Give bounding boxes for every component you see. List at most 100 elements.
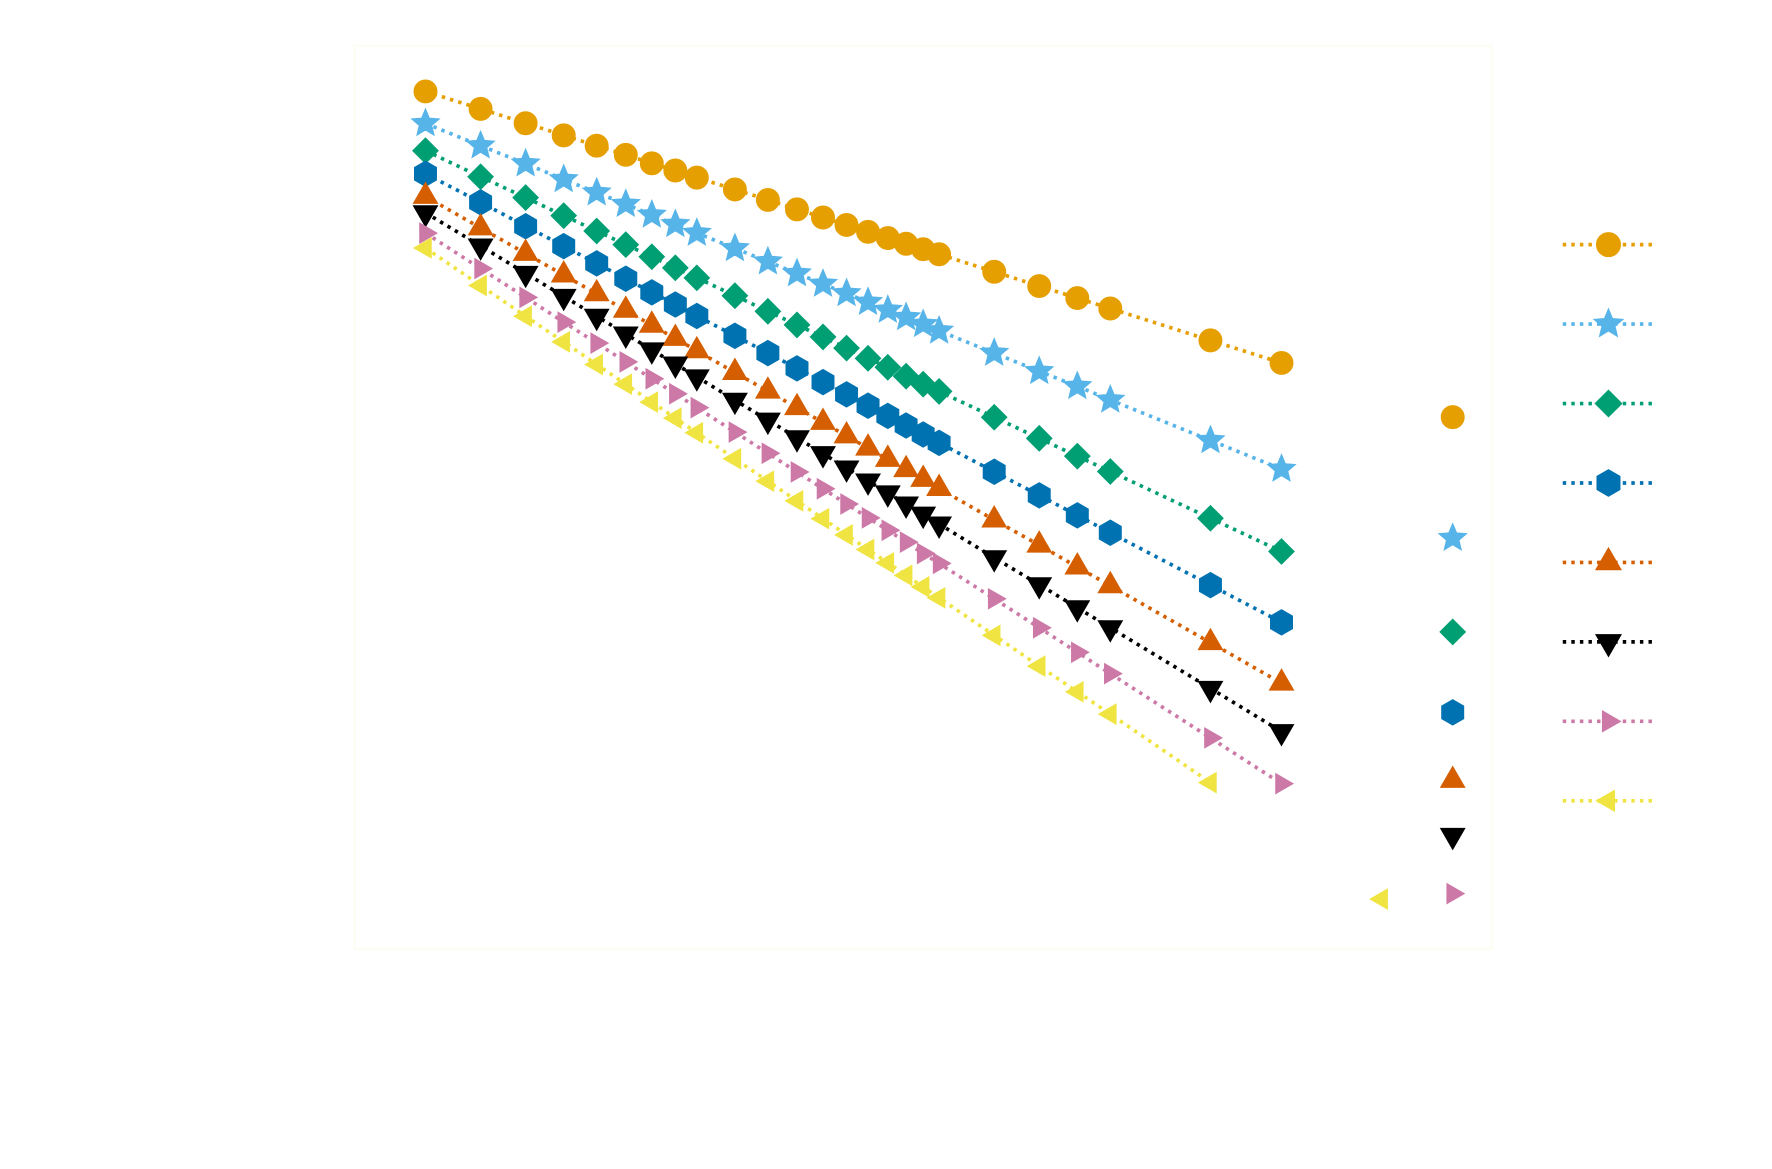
marker bbox=[1441, 699, 1465, 726]
marker bbox=[1027, 482, 1051, 509]
marker bbox=[1026, 577, 1053, 600]
legend-marker bbox=[1594, 389, 1623, 418]
marker bbox=[722, 447, 742, 470]
marker bbox=[512, 238, 539, 261]
marker bbox=[614, 265, 638, 293]
marker bbox=[660, 208, 691, 238]
marker bbox=[852, 286, 884, 316]
marker bbox=[1064, 600, 1091, 623]
marker bbox=[1195, 424, 1226, 454]
marker bbox=[1065, 286, 1090, 311]
marker bbox=[1269, 350, 1294, 375]
marker bbox=[923, 314, 955, 344]
marker bbox=[831, 277, 862, 307]
marker bbox=[583, 217, 611, 245]
marker bbox=[685, 302, 709, 330]
marker bbox=[662, 407, 682, 429]
marker bbox=[548, 163, 579, 193]
marker bbox=[1198, 328, 1223, 353]
marker bbox=[1440, 405, 1465, 430]
marker bbox=[619, 351, 639, 373]
marker bbox=[982, 259, 1007, 284]
legend-marker bbox=[1596, 469, 1621, 497]
marker bbox=[1098, 296, 1123, 321]
marker bbox=[1270, 609, 1293, 636]
marker bbox=[833, 460, 860, 483]
marker bbox=[612, 231, 640, 259]
marker bbox=[1095, 384, 1126, 413]
marker bbox=[585, 250, 609, 277]
marker bbox=[613, 373, 633, 396]
marker bbox=[513, 111, 538, 136]
legend-marker bbox=[1595, 789, 1616, 813]
marker bbox=[932, 552, 952, 575]
marker bbox=[519, 286, 539, 309]
marker bbox=[690, 396, 710, 419]
marker bbox=[684, 165, 709, 190]
marker bbox=[1275, 772, 1295, 795]
marker bbox=[1446, 882, 1466, 905]
marker bbox=[811, 368, 835, 396]
marker bbox=[1268, 668, 1295, 691]
marker bbox=[550, 260, 577, 283]
marker bbox=[1097, 570, 1124, 594]
marker bbox=[1098, 519, 1122, 547]
marker bbox=[910, 576, 930, 598]
marker bbox=[640, 279, 664, 306]
marker bbox=[784, 392, 810, 416]
marker bbox=[1197, 680, 1224, 704]
marker bbox=[861, 506, 881, 529]
marker bbox=[927, 242, 952, 267]
marker bbox=[899, 531, 919, 553]
marker bbox=[785, 197, 809, 222]
marker bbox=[755, 187, 780, 212]
marker bbox=[410, 107, 441, 137]
marker bbox=[1104, 662, 1123, 685]
marker bbox=[876, 402, 900, 430]
marker bbox=[982, 458, 1006, 485]
marker bbox=[1065, 502, 1089, 529]
marker bbox=[754, 412, 781, 436]
marker bbox=[785, 355, 809, 382]
marker bbox=[783, 311, 811, 339]
marker bbox=[1369, 888, 1388, 910]
marker bbox=[755, 470, 775, 493]
marker bbox=[413, 79, 438, 104]
marker bbox=[513, 305, 532, 328]
marker bbox=[854, 344, 882, 372]
marker bbox=[663, 291, 687, 318]
marker bbox=[784, 430, 810, 453]
legend-marker bbox=[1594, 546, 1622, 571]
marker bbox=[784, 490, 804, 512]
marker bbox=[683, 369, 710, 392]
marker bbox=[468, 96, 493, 121]
marker bbox=[855, 473, 881, 496]
marker bbox=[894, 412, 918, 439]
marker bbox=[510, 147, 541, 177]
marker bbox=[811, 205, 835, 230]
marker bbox=[881, 519, 901, 542]
marker bbox=[790, 461, 810, 483]
marker bbox=[875, 552, 895, 574]
marker bbox=[681, 217, 712, 246]
marker bbox=[551, 331, 570, 353]
marker bbox=[756, 339, 780, 367]
marker bbox=[893, 454, 920, 478]
marker bbox=[581, 176, 612, 206]
marker bbox=[925, 377, 953, 405]
marker bbox=[467, 163, 495, 191]
marker bbox=[552, 232, 576, 260]
marker bbox=[683, 264, 711, 292]
marker bbox=[840, 493, 860, 515]
marker bbox=[874, 353, 902, 381]
marker bbox=[987, 587, 1007, 610]
marker bbox=[1063, 442, 1091, 470]
marker bbox=[1197, 627, 1224, 651]
marker bbox=[612, 295, 639, 318]
marker bbox=[1027, 274, 1052, 299]
marker bbox=[981, 624, 1001, 647]
marker bbox=[612, 326, 639, 349]
marker bbox=[728, 421, 748, 443]
marker bbox=[583, 308, 610, 332]
marker bbox=[663, 158, 688, 183]
